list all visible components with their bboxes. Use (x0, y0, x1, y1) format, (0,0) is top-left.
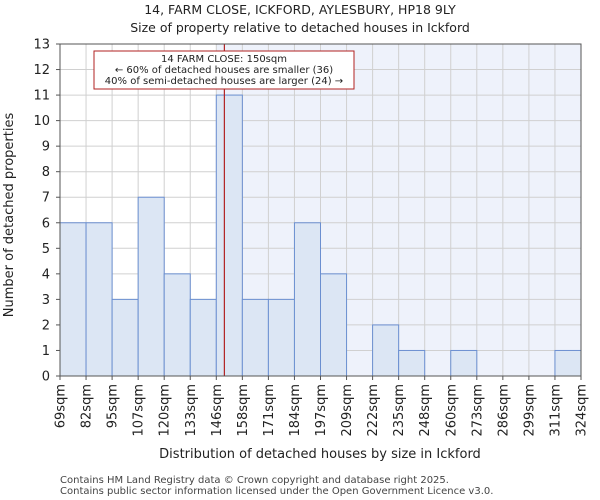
chart-title-line1: 14, FARM CLOSE, ICKFORD, AYLESBURY, HP18… (144, 2, 456, 17)
y-tick-label: 4 (42, 267, 50, 282)
x-tick-label: 286sqm (496, 384, 511, 437)
x-tick-label: 197sqm (314, 384, 329, 437)
x-tick-label: 222sqm (366, 384, 381, 437)
bar (215, 94, 243, 377)
y-tick-label: 13 (33, 38, 50, 53)
y-tick-label: 5 (42, 242, 50, 257)
x-tick-label: 324sqm (575, 384, 590, 437)
x-tick-label: 107sqm (132, 384, 147, 437)
y-tick-label: 1 (42, 344, 50, 359)
x-axis-label: Distribution of detached houses by size … (159, 447, 481, 462)
x-tick-label: 273sqm (470, 384, 485, 437)
annotation-line2: ← 60% of detached houses are smaller (36… (115, 65, 333, 76)
x-tick-label: 133sqm (184, 384, 199, 437)
bar (320, 273, 348, 377)
annotation-line3: 40% of semi-detached houses are larger (… (105, 76, 343, 87)
bar (85, 222, 113, 377)
y-tick-label: 3 (42, 293, 50, 308)
x-tick-label: 311sqm (548, 384, 563, 437)
footer-line1: Contains HM Land Registry data © Crown c… (60, 475, 449, 486)
bar (267, 298, 295, 377)
x-tick-label: 82sqm (80, 384, 95, 428)
x-tick-label: 299sqm (522, 384, 537, 437)
x-tick-label: 120sqm (158, 384, 173, 437)
bar (554, 349, 582, 377)
y-tick-label: 8 (42, 165, 50, 180)
x-tick-label: 158sqm (236, 384, 251, 437)
y-tick-label: 6 (42, 216, 50, 231)
footer-line2: Contains public sector information licen… (60, 486, 493, 497)
bar (398, 349, 426, 377)
bar (372, 324, 400, 377)
y-tick-label: 9 (42, 140, 50, 155)
x-tick-label: 146sqm (210, 384, 225, 437)
bar (241, 298, 269, 377)
x-tick-label: 209sqm (340, 384, 355, 437)
bar (163, 273, 191, 377)
annotation-rect (93, 50, 355, 90)
y-tick-label: 12 (33, 63, 50, 78)
x-tick-label: 260sqm (444, 384, 459, 437)
y-tick-label: 7 (42, 191, 50, 206)
y-tick-label: 2 (42, 318, 50, 333)
bar (111, 298, 139, 377)
bar (137, 196, 165, 377)
x-tick-label: 171sqm (262, 384, 277, 437)
annotation-line1: 14 FARM CLOSE: 150sqm (161, 54, 287, 65)
x-tick-label: 235sqm (392, 384, 407, 437)
chart-title-line2: Size of property relative to detached ho… (130, 20, 470, 35)
bars (59, 94, 582, 377)
annotation-box: 14 FARM CLOSE: 150sqm ← 60% of detached … (93, 50, 355, 90)
bar (450, 349, 478, 377)
y-tick-label: 10 (33, 114, 50, 129)
y-tick-label: 11 (33, 89, 50, 104)
bar (293, 222, 322, 377)
y-tick-label: 0 (42, 370, 50, 385)
x-tick-label: 69sqm (54, 384, 69, 428)
y-axis-label: Number of detached properties (2, 113, 17, 318)
x-tick-label: 184sqm (288, 384, 303, 437)
x-tick-label: 95sqm (106, 384, 121, 428)
x-tick-labels: 69sqm 82sqm 95sqm 107sqm 120sqm 133sqm 146sqm 1… (54, 376, 590, 437)
bar (189, 298, 217, 377)
x-tick-label: 248sqm (418, 384, 433, 437)
bar (59, 222, 87, 377)
